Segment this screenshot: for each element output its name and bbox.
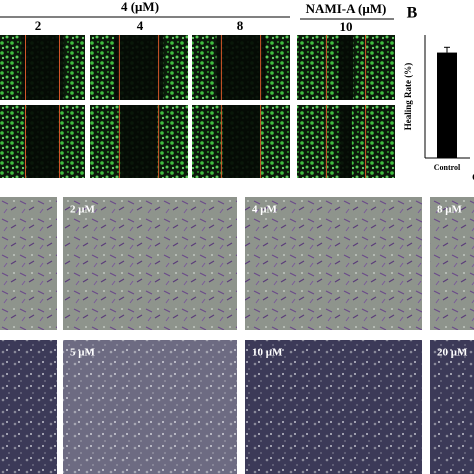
wound-gap [216,35,266,100]
x-tick-label: Control [434,163,461,172]
panel-label: C [472,172,474,184]
header: 4 (μM) [121,0,159,14]
micrograph-label: 4 μM [252,204,277,216]
micrograph [430,197,474,330]
micrograph-label: 8 μM [437,204,462,216]
wound-gap [338,35,354,100]
wound-gap [222,105,260,178]
micrograph-label: 5 μM [70,347,95,359]
micrograph-label: 10 μM [252,347,283,359]
panel-label: B [407,5,418,22]
wound-gap [21,35,64,100]
micrograph [63,197,237,330]
bar-chart: Healing Rate (%) Control [403,35,470,172]
y-axis-label: Healing Rate (%) [403,63,413,131]
wound-gap [340,105,352,178]
micrograph [63,340,237,474]
micrograph [245,340,422,474]
control-header: NAMI-A (μM) [306,1,387,16]
micrograph [430,340,474,474]
concentration: 10 [340,19,353,34]
wound-gap [114,35,164,100]
concentration: 8 [237,18,244,33]
wound-gap [26,105,59,178]
micrograph-label: 20 μM [437,347,468,359]
bar [437,52,457,159]
micrograph [0,197,57,330]
wound-panels [0,35,395,178]
micrograph-label: 2 μM [70,204,95,216]
micrograph [245,197,422,330]
wound-gap [120,105,158,178]
micrograph [0,340,57,474]
concentration: 2 [35,18,42,33]
concentration: 4 [137,18,144,33]
